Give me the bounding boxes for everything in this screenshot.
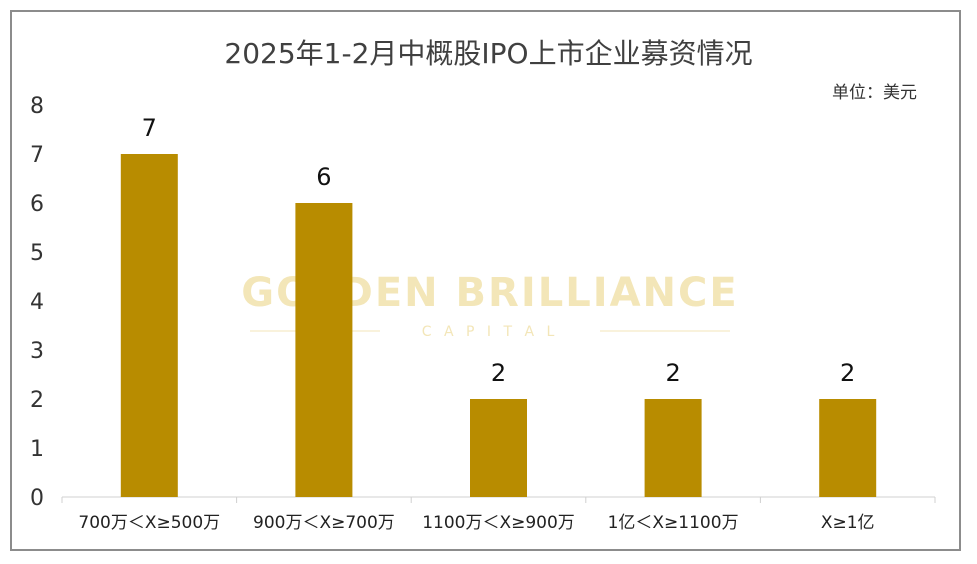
y-tick-label: 0 [30, 486, 44, 511]
x-tick-label: 700万＜X≥500万 [78, 513, 220, 533]
data-label: 2 [840, 359, 855, 387]
y-tick-label: 8 [30, 94, 44, 119]
bar [120, 154, 178, 497]
y-tick-label: 5 [30, 241, 44, 266]
x-tick-label: 900万＜X≥700万 [253, 513, 395, 533]
y-tick-label: 7 [30, 143, 44, 168]
bar [644, 399, 702, 497]
data-label: 2 [491, 359, 506, 387]
unit-label: 单位：美元 [832, 83, 917, 103]
bar [295, 203, 353, 497]
data-label: 7 [142, 114, 157, 142]
y-tick-label: 4 [30, 290, 44, 315]
data-label: 6 [316, 163, 331, 191]
y-tick-label: 1 [30, 437, 44, 462]
y-tick-label: 3 [30, 339, 44, 364]
y-tick-label: 6 [30, 192, 44, 217]
x-tick-label: 1亿＜X≥1100万 [608, 513, 739, 533]
bar [470, 399, 527, 497]
x-tick-label: 1100万＜X≥900万 [422, 513, 575, 533]
data-label: 2 [665, 359, 680, 387]
x-tick-label: X≥1亿 [821, 513, 875, 533]
watermark-sub-text: C A P I T A L [422, 324, 559, 340]
y-tick-label: 2 [30, 388, 44, 413]
chart-title: 2025年1-2月中概股IPO上市企业募资情况 [224, 37, 753, 70]
bar [819, 399, 877, 497]
